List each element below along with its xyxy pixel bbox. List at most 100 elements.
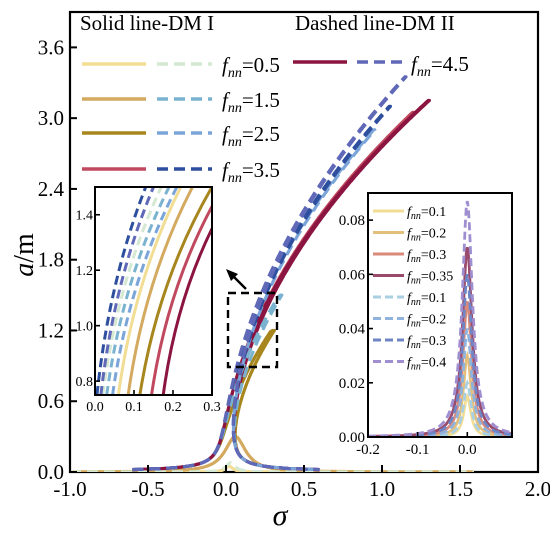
small-legend-label: fnn=0.2	[407, 313, 446, 330]
zoom-series-curve	[150, 205, 212, 395]
y-tick-label: 0.6	[38, 389, 64, 413]
small-legend-f-value: =0.35	[421, 270, 453, 285]
zoom-series-curve	[138, 187, 212, 395]
small-y-tick-label: 0.04	[339, 322, 366, 338]
legend-label: fnn=2.5	[222, 122, 280, 150]
small-legend-f-value: =0.1	[421, 205, 446, 220]
small-legend-f-subscript: nn	[411, 297, 421, 308]
x-axis-title: σ	[273, 499, 289, 531]
y-tick-label: 1.8	[38, 248, 64, 272]
zoom-series-curve	[126, 187, 194, 395]
small-y-tick-label: 0.00	[339, 430, 365, 446]
legend-label: fnn=0.5	[222, 53, 280, 81]
small-legend-f-symbol: f	[407, 356, 413, 371]
small-series-curve	[368, 274, 512, 437]
legend-header-dashed: Dashed line-DM II	[295, 11, 455, 35]
legend-f-symbol: f	[222, 158, 231, 182]
x-tick-label: 1.0	[369, 477, 395, 501]
main-legend: Solid line-DM I Dashed line-DM II fnn=0.…	[80, 11, 469, 186]
zoom-y-tick-label: 1.4	[76, 209, 94, 224]
x-tick-label: 0.5	[291, 477, 317, 501]
legend-f-symbol: f	[222, 122, 231, 146]
legend-f-value: =0.5	[242, 53, 280, 77]
small-legend-f-subscript: nn	[411, 319, 421, 330]
inset-zoom-frame	[94, 186, 213, 396]
legend-f-subscript: nn	[228, 66, 242, 81]
small-legend-f-symbol: f	[407, 334, 413, 349]
y-tick-label: 3.6	[38, 35, 64, 59]
zoom-y-tick-label: 1.2	[76, 264, 94, 279]
y-axis-title: a/m	[9, 233, 40, 277]
y-tick-label: 3.0	[38, 106, 64, 130]
small-legend-f-symbol: f	[407, 248, 413, 263]
small-legend-f-value: =0.4	[421, 356, 446, 371]
small-legend-f-value: =0.2	[421, 313, 446, 328]
legend-f-value: =3.5	[242, 158, 280, 182]
legend-f-subscript: nn	[228, 171, 242, 186]
small-y-tick-label: 0.08	[339, 213, 365, 229]
legend-f-subscript: nn	[417, 65, 431, 80]
zoom-series-curve	[116, 187, 183, 395]
x-tick-label: 2.0	[525, 477, 550, 501]
small-legend-label: fnn=0.1	[407, 291, 446, 308]
small-legend-label: fnn=0.2	[407, 227, 446, 244]
small-x-tick-label: -0.2	[356, 442, 380, 458]
legend-f-symbol: f	[222, 53, 231, 77]
y-axis-title-unit: /m	[9, 233, 40, 263]
zoom-series-curve	[95, 187, 148, 395]
zoom-x-tick-label: 0.2	[164, 400, 182, 415]
small-legend-f-value: =0.1	[421, 291, 446, 306]
small-y-tick-label: 0.06	[339, 267, 366, 283]
small-legend-label: fnn=0.3	[407, 248, 446, 265]
y-tick-label: 0.0	[38, 460, 64, 484]
small-legend-f-symbol: f	[407, 227, 413, 242]
small-legend-f-value: =0.2	[421, 227, 446, 242]
legend-label: fnn=4.5	[411, 52, 469, 80]
legend-f-symbol: f	[222, 88, 231, 112]
zoom-y-tick-label: 1.0	[76, 320, 94, 335]
series-curve-dashed-f-0-5	[70, 461, 475, 472]
y-tick-label: 1.2	[38, 318, 64, 342]
zoom-series-curve	[161, 227, 212, 395]
x-tick-label: -0.5	[131, 477, 164, 501]
legend-f-value: =4.5	[431, 52, 469, 76]
legend-f-subscript: nn	[228, 101, 242, 116]
small-series-curve	[368, 379, 512, 437]
small-legend-f-symbol: f	[407, 313, 413, 328]
x-tick-label: 1.5	[447, 477, 473, 501]
x-tick-label: -1.0	[53, 477, 86, 501]
y-axis-title-symbol: a	[9, 263, 40, 277]
small-legend-label: fnn=0.4	[407, 356, 446, 373]
legend-label: fnn=3.5	[222, 158, 280, 186]
legend-label: fnn=1.5	[222, 88, 280, 116]
small-x-tick-label: 0.0	[458, 442, 477, 458]
zoom-series-curve	[99, 187, 155, 395]
small-legend-f-subscript: nn	[411, 233, 421, 244]
inset-zoom: 0.0 0.1 0.2 0.3 0.8 1.0 1.2 1.4	[76, 186, 221, 415]
inset-small-legend: fnn=0.1fnn=0.2fnn=0.3fnn=0.35fnn=0.1fnn=…	[373, 205, 453, 373]
small-legend-label: fnn=0.1	[407, 205, 446, 222]
small-legend-f-symbol: f	[407, 205, 413, 220]
zoom-region-box	[226, 291, 279, 369]
zoom-x-tick-label: 0.1	[125, 400, 143, 415]
legend-header-solid: Solid line-DM I	[80, 11, 214, 35]
main-axes: -1.0 -0.5 0.0 0.5 1.0 1.5 2.0 0.0 0.6 1.2 1.8 2.4 3.…	[38, 35, 550, 501]
small-legend-f-subscript: nn	[411, 211, 421, 222]
small-legend-f-value: =0.3	[421, 334, 446, 349]
small-legend-label: fnn=0.3	[407, 334, 446, 351]
small-y-tick-label: 0.02	[339, 376, 365, 392]
small-legend-f-value: =0.3	[421, 248, 446, 263]
legend-f-subscript: nn	[228, 135, 242, 150]
main-curves	[70, 75, 475, 472]
small-legend-f-symbol: f	[407, 270, 413, 285]
small-legend-f-subscript: nn	[411, 254, 421, 265]
small-legend-f-subscript: nn	[411, 362, 421, 373]
series-curve-dashed-f-4-5	[132, 75, 408, 472]
small-legend-label: fnn=0.35	[407, 270, 453, 287]
small-x-tick-label: -0.1	[406, 442, 430, 458]
small-series-curve	[368, 328, 512, 437]
small-legend-f-symbol: f	[407, 291, 413, 306]
legend-f-value: =2.5	[242, 122, 280, 146]
